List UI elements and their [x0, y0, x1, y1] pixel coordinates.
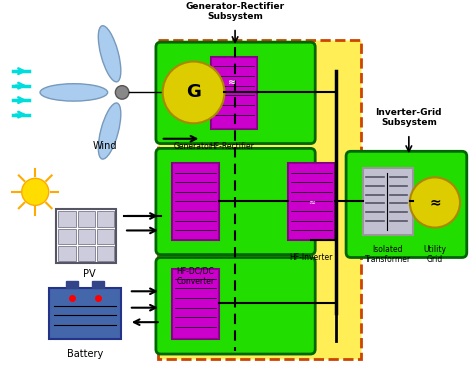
Text: Generator: Generator	[174, 142, 213, 151]
Ellipse shape	[40, 84, 108, 101]
Circle shape	[22, 178, 49, 205]
FancyBboxPatch shape	[156, 148, 315, 255]
Text: Isolated
Transformer: Isolated Transformer	[365, 245, 410, 264]
Text: Generator-Rectifier
Subsystem: Generator-Rectifier Subsystem	[185, 2, 284, 21]
FancyBboxPatch shape	[156, 257, 315, 354]
Bar	[211, 57, 257, 129]
FancyBboxPatch shape	[156, 42, 315, 144]
Bar	[97, 246, 114, 261]
Bar	[363, 168, 413, 235]
FancyBboxPatch shape	[346, 151, 467, 257]
Bar	[58, 246, 76, 261]
Bar	[288, 163, 335, 240]
Bar	[58, 229, 76, 244]
Bar	[97, 211, 114, 227]
Text: HF-Rectifier: HF-Rectifier	[210, 142, 255, 151]
Bar	[78, 246, 95, 261]
Text: Battery: Battery	[67, 349, 103, 359]
Text: HF-DC/DC
Converter: HF-DC/DC Converter	[176, 266, 215, 286]
Circle shape	[163, 62, 225, 123]
Text: PV: PV	[83, 269, 96, 279]
Bar	[49, 288, 121, 339]
Circle shape	[115, 86, 129, 99]
Bar	[56, 209, 116, 263]
Text: ≈: ≈	[228, 78, 236, 88]
Bar	[92, 281, 104, 288]
Bar	[173, 269, 219, 339]
Bar	[58, 211, 76, 227]
Text: G: G	[186, 83, 201, 101]
Text: Wind: Wind	[92, 141, 117, 151]
Text: HF-Inverter: HF-Inverter	[290, 253, 333, 262]
Bar	[78, 229, 95, 244]
Text: ≈: ≈	[308, 197, 315, 206]
Bar	[97, 229, 114, 244]
Ellipse shape	[98, 103, 121, 159]
Text: ≈: ≈	[429, 195, 441, 210]
Text: Inverter-Grid
Subsystem: Inverter-Grid Subsystem	[375, 108, 442, 127]
Text: Utility
Grid: Utility Grid	[423, 245, 447, 264]
Bar	[78, 211, 95, 227]
Circle shape	[410, 177, 460, 228]
Ellipse shape	[98, 26, 121, 82]
Bar	[158, 40, 361, 359]
Bar	[66, 281, 78, 288]
Bar	[173, 163, 219, 240]
